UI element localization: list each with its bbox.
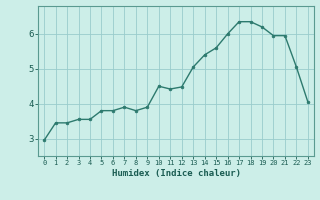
X-axis label: Humidex (Indice chaleur): Humidex (Indice chaleur) [111, 169, 241, 178]
